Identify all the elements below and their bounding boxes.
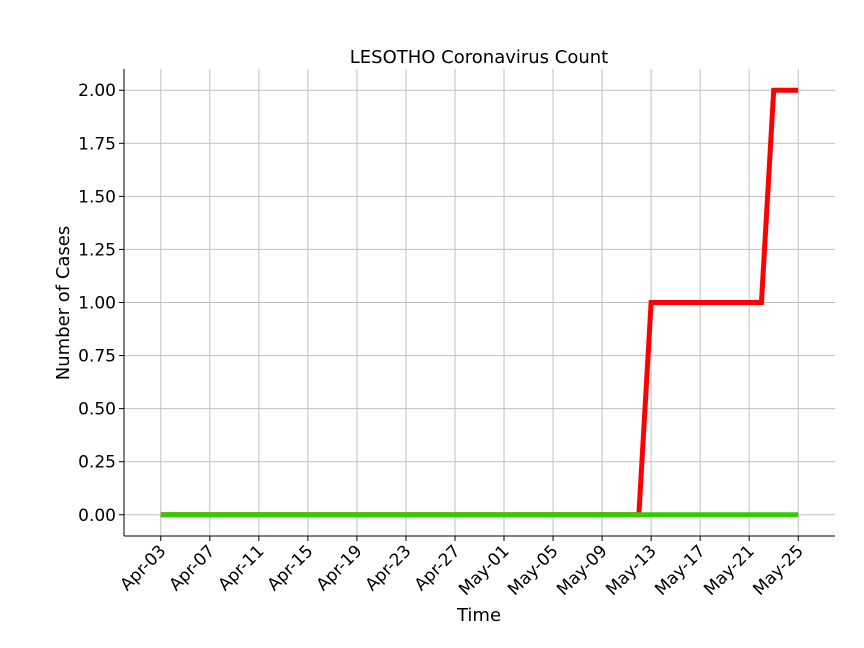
y-axis-ticks: 0.00 0.25 0.50 0.75 1.00 1.25 1.50 1.75 2.00 bbox=[78, 81, 124, 526]
y-tick-label: 1.25 bbox=[78, 240, 116, 260]
x-tick-label: May-05 bbox=[504, 541, 562, 599]
y-tick-label: 0.00 bbox=[78, 506, 116, 526]
y-tick-label: 0.50 bbox=[78, 400, 116, 420]
series-lines bbox=[160, 87, 799, 518]
x-tick-label: May-09 bbox=[553, 541, 611, 599]
y-tick-label: 2.00 bbox=[78, 81, 116, 101]
x-tick-label: May-25 bbox=[749, 541, 807, 599]
x-tick-label: May-17 bbox=[651, 541, 709, 599]
x-axis-ticks: Apr-03Apr-07Apr-11Apr-15Apr-19Apr-23Apr-… bbox=[117, 536, 808, 600]
chart-title: LESOTHO Coronavirus Count bbox=[350, 47, 608, 68]
x-tick-label: Apr-19 bbox=[313, 541, 367, 595]
x-tick-label: Apr-07 bbox=[166, 541, 220, 595]
y-tick-label: 1.00 bbox=[78, 294, 116, 314]
y-tick-label: 1.50 bbox=[78, 187, 116, 207]
y-tick-label: 0.75 bbox=[78, 347, 116, 367]
x-tick-label: May-01 bbox=[455, 541, 513, 599]
y-tick-label: 0.25 bbox=[78, 453, 116, 473]
y-tick-label: 1.75 bbox=[78, 134, 116, 154]
x-tick-label: Apr-03 bbox=[117, 541, 171, 595]
x-tick-label: Apr-11 bbox=[215, 541, 269, 595]
x-axis-label: Time bbox=[456, 605, 501, 626]
y-axis-label: Number of Cases bbox=[53, 226, 74, 381]
x-tick-label: May-13 bbox=[602, 541, 660, 599]
x-tick-label: Apr-15 bbox=[264, 541, 318, 595]
x-tick-label: May-21 bbox=[700, 541, 758, 599]
x-tick-label: Apr-23 bbox=[362, 541, 416, 595]
